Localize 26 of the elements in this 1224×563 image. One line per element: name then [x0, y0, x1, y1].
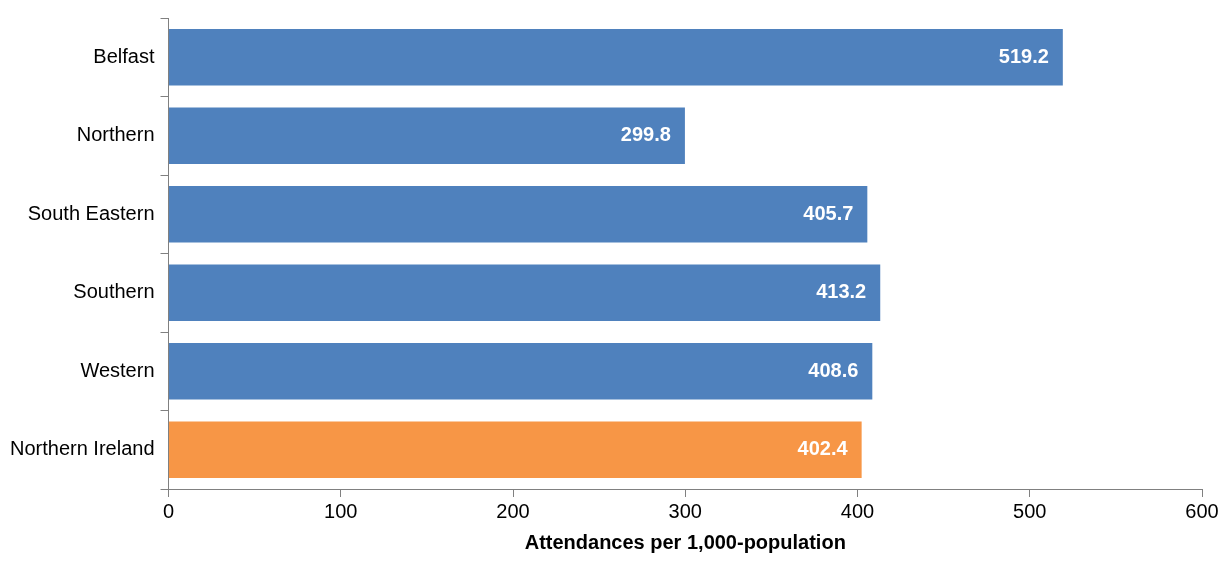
bar [169, 107, 685, 165]
y-tick-label: Northern [76, 123, 155, 146]
bar [169, 342, 873, 400]
x-tick-label: 0 [162, 499, 175, 522]
data-label: 519.2 [998, 44, 1049, 67]
y-tick-label: South Eastern [27, 201, 155, 224]
bar [169, 185, 868, 243]
x-tick-label: 200 [496, 499, 530, 522]
y-tick-label: Belfast [93, 44, 155, 67]
y-tick-label: Southern [73, 280, 155, 303]
x-tick-label: 100 [324, 499, 358, 522]
x-tick-label: 300 [668, 499, 702, 522]
data-label: 402.4 [797, 437, 849, 460]
data-label: 405.7 [803, 201, 854, 224]
y-tick-label: Western [80, 358, 155, 381]
x-axis-title: Attendances per 1,000-population [524, 530, 846, 553]
x-tick-label: 400 [840, 499, 875, 522]
data-label: 299.8 [620, 123, 671, 146]
x-tick-label: 600 [1185, 499, 1219, 522]
data-label: 413.2 [816, 280, 867, 303]
data-label: 408.6 [808, 358, 859, 381]
x-tick-label: 500 [1013, 499, 1047, 522]
y-tick-label: Northern Ireland [9, 437, 155, 460]
bar [169, 28, 1063, 86]
bar [169, 264, 881, 322]
bar [169, 421, 862, 479]
